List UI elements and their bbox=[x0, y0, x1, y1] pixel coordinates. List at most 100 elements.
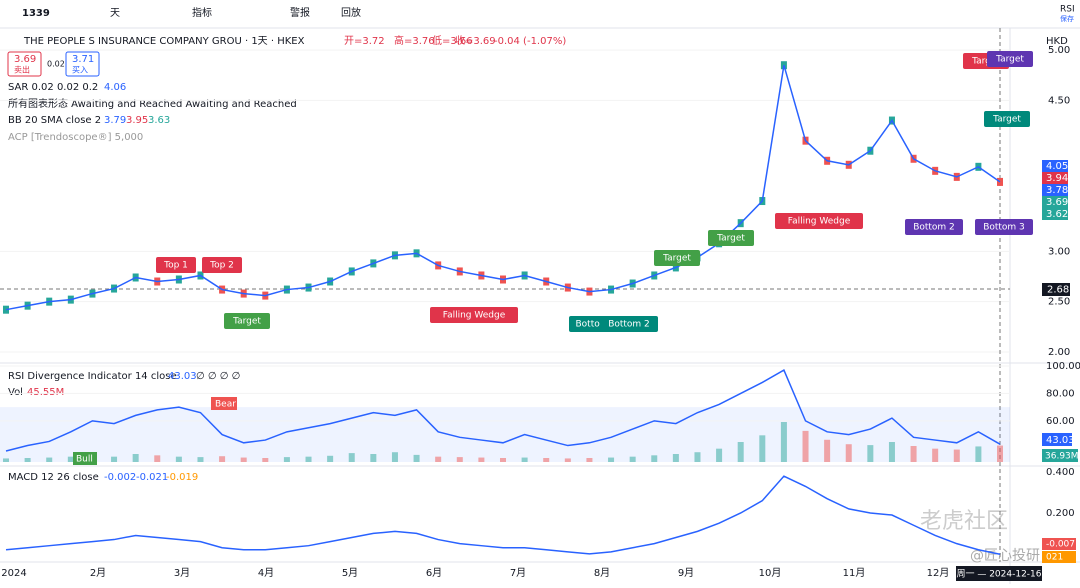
volume-bar bbox=[478, 457, 485, 462]
symbol[interactable]: 1339 bbox=[22, 8, 50, 19]
pattern-label-text: Bottom 3 bbox=[983, 223, 1025, 233]
volume-bar bbox=[370, 454, 377, 462]
pattern-label bbox=[984, 111, 1030, 127]
pattern-label-text: Bottom 2 bbox=[913, 223, 955, 233]
volume-bar bbox=[305, 456, 312, 462]
volume-bar bbox=[867, 445, 874, 462]
volume-bar bbox=[910, 446, 917, 462]
price-label bbox=[1042, 172, 1068, 184]
rsi-band bbox=[0, 407, 1010, 462]
volume-bar bbox=[154, 455, 161, 462]
buy[interactable]: 买入 bbox=[72, 66, 88, 75]
rsi-value: 43.03 bbox=[168, 371, 197, 382]
watermark: 老虎社区 bbox=[920, 509, 1008, 534]
pattern-label bbox=[654, 250, 700, 266]
buy-price[interactable]: 3.71 bbox=[72, 54, 94, 65]
volume-bar bbox=[694, 452, 701, 462]
volume-bar bbox=[240, 457, 247, 462]
interval[interactable]: 天 bbox=[110, 8, 120, 19]
volume-bar bbox=[543, 458, 550, 462]
bull-label bbox=[73, 452, 97, 465]
replay[interactable]: 回放 bbox=[341, 6, 361, 19]
volume-bar bbox=[888, 442, 895, 462]
pattern-label bbox=[156, 257, 196, 273]
macd-value: -0.002 bbox=[104, 472, 136, 483]
y-tick-label: 0.400 bbox=[1046, 467, 1075, 478]
macd-label-text: -0.007 bbox=[1046, 540, 1075, 550]
pattern-label-text: Target bbox=[662, 254, 691, 264]
y-tick-label: 2.50 bbox=[1048, 297, 1070, 308]
pattern-label-text: Bottom bbox=[575, 320, 608, 330]
vol-title: Vol bbox=[8, 387, 23, 398]
volume-bar bbox=[737, 442, 744, 462]
rsi-label-text: 43.03 bbox=[1046, 435, 1075, 446]
macd-line bbox=[5, 475, 1001, 556]
pattern-label bbox=[202, 257, 242, 273]
rsi-line bbox=[5, 369, 1001, 452]
ohlc: 高=3.76 bbox=[394, 34, 435, 47]
vol-value: 45.55M bbox=[27, 387, 64, 398]
volume-bar bbox=[845, 444, 852, 462]
sell-price[interactable]: 3.69 bbox=[14, 54, 36, 65]
volume-bar bbox=[932, 448, 939, 462]
indicators[interactable]: 指标 bbox=[192, 6, 212, 19]
volume-bar bbox=[802, 430, 809, 462]
volume-bar bbox=[824, 439, 831, 462]
volume-bar bbox=[953, 449, 960, 462]
indicator-value: 4.06 bbox=[104, 82, 126, 93]
crosshair-label bbox=[1042, 283, 1070, 296]
x-tick-label: 2月 bbox=[90, 567, 106, 579]
y-tick-label: 0.200 bbox=[1046, 508, 1075, 519]
x-tick-label: 12月 bbox=[927, 567, 950, 579]
pattern-label-text: Bottom 2 bbox=[608, 320, 650, 330]
pattern-label bbox=[430, 307, 518, 323]
volume-bar bbox=[67, 456, 74, 462]
macd-label bbox=[1042, 538, 1076, 550]
price-label-text: 3.69 bbox=[1046, 197, 1068, 208]
volume-bar bbox=[197, 457, 204, 462]
y-tick-label: 60.00 bbox=[1046, 416, 1075, 427]
spread: 0.02 bbox=[47, 60, 65, 69]
rsi-button[interactable]: RSI bbox=[1060, 5, 1075, 15]
macd-value: -0.019 bbox=[166, 472, 198, 483]
indicator-value: 3.79 bbox=[104, 115, 126, 126]
volume-bar bbox=[175, 456, 182, 462]
save[interactable]: 保存 bbox=[1060, 14, 1074, 23]
x-tick-label: 3月 bbox=[174, 567, 190, 579]
volume-bar bbox=[413, 454, 420, 462]
pattern-label-text: Falling Wedge bbox=[788, 217, 851, 227]
y-tick-label: 5.00 bbox=[1048, 45, 1070, 56]
volume-bar bbox=[262, 458, 269, 462]
symbol-name: THE PEOPLE S INSURANCE COMPANY GROU · 1天… bbox=[23, 36, 305, 47]
macd-title: MACD 12 26 close bbox=[8, 472, 99, 483]
y-tick-label: 4.50 bbox=[1048, 95, 1070, 106]
volume-bar bbox=[132, 454, 139, 462]
price-line bbox=[5, 65, 1001, 311]
change: -0.04 (-1.07%) bbox=[494, 36, 566, 47]
price-label-text: 4.05 bbox=[1046, 161, 1068, 172]
bear-text: Bear bbox=[215, 400, 236, 410]
volume-bar bbox=[975, 446, 982, 462]
rsi-nulls: ∅ ∅ ∅ ∅ bbox=[196, 371, 240, 382]
rsi-label bbox=[1042, 433, 1072, 446]
price-label bbox=[1042, 160, 1068, 172]
pattern-label bbox=[975, 219, 1033, 235]
ohlc: 收=3.69 bbox=[455, 34, 496, 47]
price-label-text: 3.78 bbox=[1046, 185, 1068, 196]
sell[interactable]: 卖出 bbox=[14, 65, 30, 75]
volume-bar bbox=[435, 456, 442, 462]
x-tick-label: 7月 bbox=[510, 567, 526, 579]
pattern-label-text: Target bbox=[232, 317, 261, 327]
alert[interactable]: 警报 bbox=[290, 6, 310, 19]
volume-bar bbox=[283, 457, 290, 462]
pattern-label bbox=[224, 313, 270, 329]
pattern-label bbox=[905, 219, 963, 235]
currency[interactable]: HKD bbox=[1046, 36, 1068, 47]
pattern-label-text: Target bbox=[992, 115, 1021, 125]
volume-bar bbox=[564, 458, 571, 462]
volume-bar bbox=[521, 457, 528, 462]
x-tick-label: 2024 bbox=[1, 568, 26, 579]
pattern-label-text: Top 1 bbox=[163, 261, 188, 271]
